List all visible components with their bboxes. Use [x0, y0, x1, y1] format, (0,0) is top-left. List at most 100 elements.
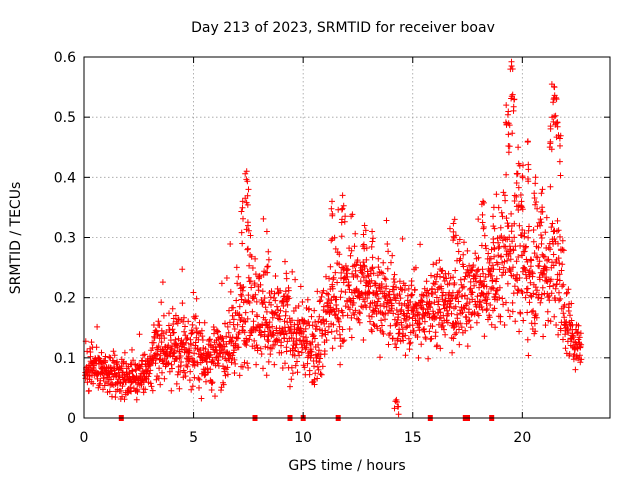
data-point	[121, 349, 128, 356]
data-point	[277, 316, 283, 323]
data-point	[551, 236, 558, 242]
data-point	[238, 314, 245, 321]
data-point	[450, 335, 457, 342]
data-point	[292, 362, 299, 369]
data-point	[327, 300, 333, 307]
data-point	[457, 320, 464, 327]
data-point	[261, 295, 268, 301]
data-point	[170, 329, 177, 336]
data-point	[506, 267, 513, 273]
data-point	[301, 364, 308, 371]
data-point	[274, 303, 280, 310]
data-point	[527, 263, 534, 270]
data-point	[481, 232, 488, 239]
data-point	[244, 192, 251, 199]
data-point	[559, 283, 566, 290]
data-point	[127, 384, 134, 391]
data-point	[321, 348, 328, 354]
data-point	[344, 266, 351, 273]
data-point	[172, 312, 179, 319]
data-point	[191, 350, 198, 357]
data-point	[396, 330, 403, 337]
data-point	[389, 305, 395, 312]
data-point	[192, 339, 199, 346]
data-point	[176, 385, 183, 392]
data-point	[251, 337, 258, 344]
data-point	[490, 223, 497, 230]
data-point	[258, 351, 265, 357]
data-point	[490, 266, 497, 273]
data-point	[447, 225, 453, 232]
data-point	[288, 334, 295, 341]
data-point	[334, 279, 341, 286]
data-point	[196, 376, 203, 383]
data-point	[480, 224, 487, 230]
data-point	[501, 192, 508, 199]
data-point	[262, 343, 269, 350]
data-point	[483, 307, 490, 314]
data-point	[224, 371, 231, 378]
data-point	[293, 335, 300, 342]
data-point	[510, 107, 517, 114]
data-point	[393, 284, 400, 291]
data-point	[249, 308, 256, 315]
data-point	[395, 314, 402, 321]
data-point	[466, 317, 473, 324]
data-point	[466, 272, 473, 279]
data-point	[520, 317, 527, 324]
data-point	[473, 319, 480, 326]
data-point	[464, 247, 471, 254]
data-point	[410, 327, 417, 334]
data-point	[178, 359, 185, 365]
data-point	[483, 300, 490, 307]
data-point	[304, 296, 311, 303]
data-point	[289, 317, 295, 324]
data-point	[423, 278, 430, 285]
data-point	[525, 178, 532, 185]
data-point	[501, 243, 507, 250]
data-point	[325, 296, 332, 302]
data-point	[265, 358, 272, 365]
data-point	[311, 307, 318, 314]
data-point	[554, 217, 561, 224]
data-point	[553, 322, 560, 328]
data-point	[291, 347, 297, 354]
y-tick-label: 0.5	[54, 110, 76, 126]
data-point	[517, 192, 524, 198]
data-point	[521, 230, 528, 237]
data-point	[489, 272, 495, 279]
data-point	[380, 330, 387, 337]
data-point	[220, 381, 227, 388]
data-point	[387, 296, 394, 303]
data-point	[139, 357, 146, 364]
data-point	[295, 348, 302, 355]
data-point	[502, 197, 509, 204]
data-point	[497, 318, 504, 325]
data-point	[212, 343, 219, 350]
data-point	[458, 324, 465, 331]
data-point	[166, 368, 173, 375]
data-point	[279, 297, 286, 304]
data-point	[281, 318, 288, 325]
data-point	[217, 342, 223, 348]
data-point	[252, 291, 259, 298]
data-point	[181, 328, 188, 335]
data-point	[424, 287, 431, 294]
data-point	[518, 198, 525, 205]
data-point	[487, 302, 494, 308]
data-point	[553, 281, 560, 287]
data-point	[277, 307, 284, 314]
data-point	[480, 270, 487, 277]
data-point	[304, 360, 311, 367]
data-point	[519, 227, 526, 233]
data-point	[308, 346, 314, 353]
data-point	[407, 299, 414, 305]
data-point	[519, 174, 526, 181]
data-point	[217, 342, 224, 349]
data-point	[267, 351, 274, 358]
data-point	[116, 373, 123, 380]
data-point	[172, 336, 179, 343]
data-point	[428, 300, 435, 307]
data-point	[488, 286, 494, 292]
data-point	[461, 276, 468, 283]
